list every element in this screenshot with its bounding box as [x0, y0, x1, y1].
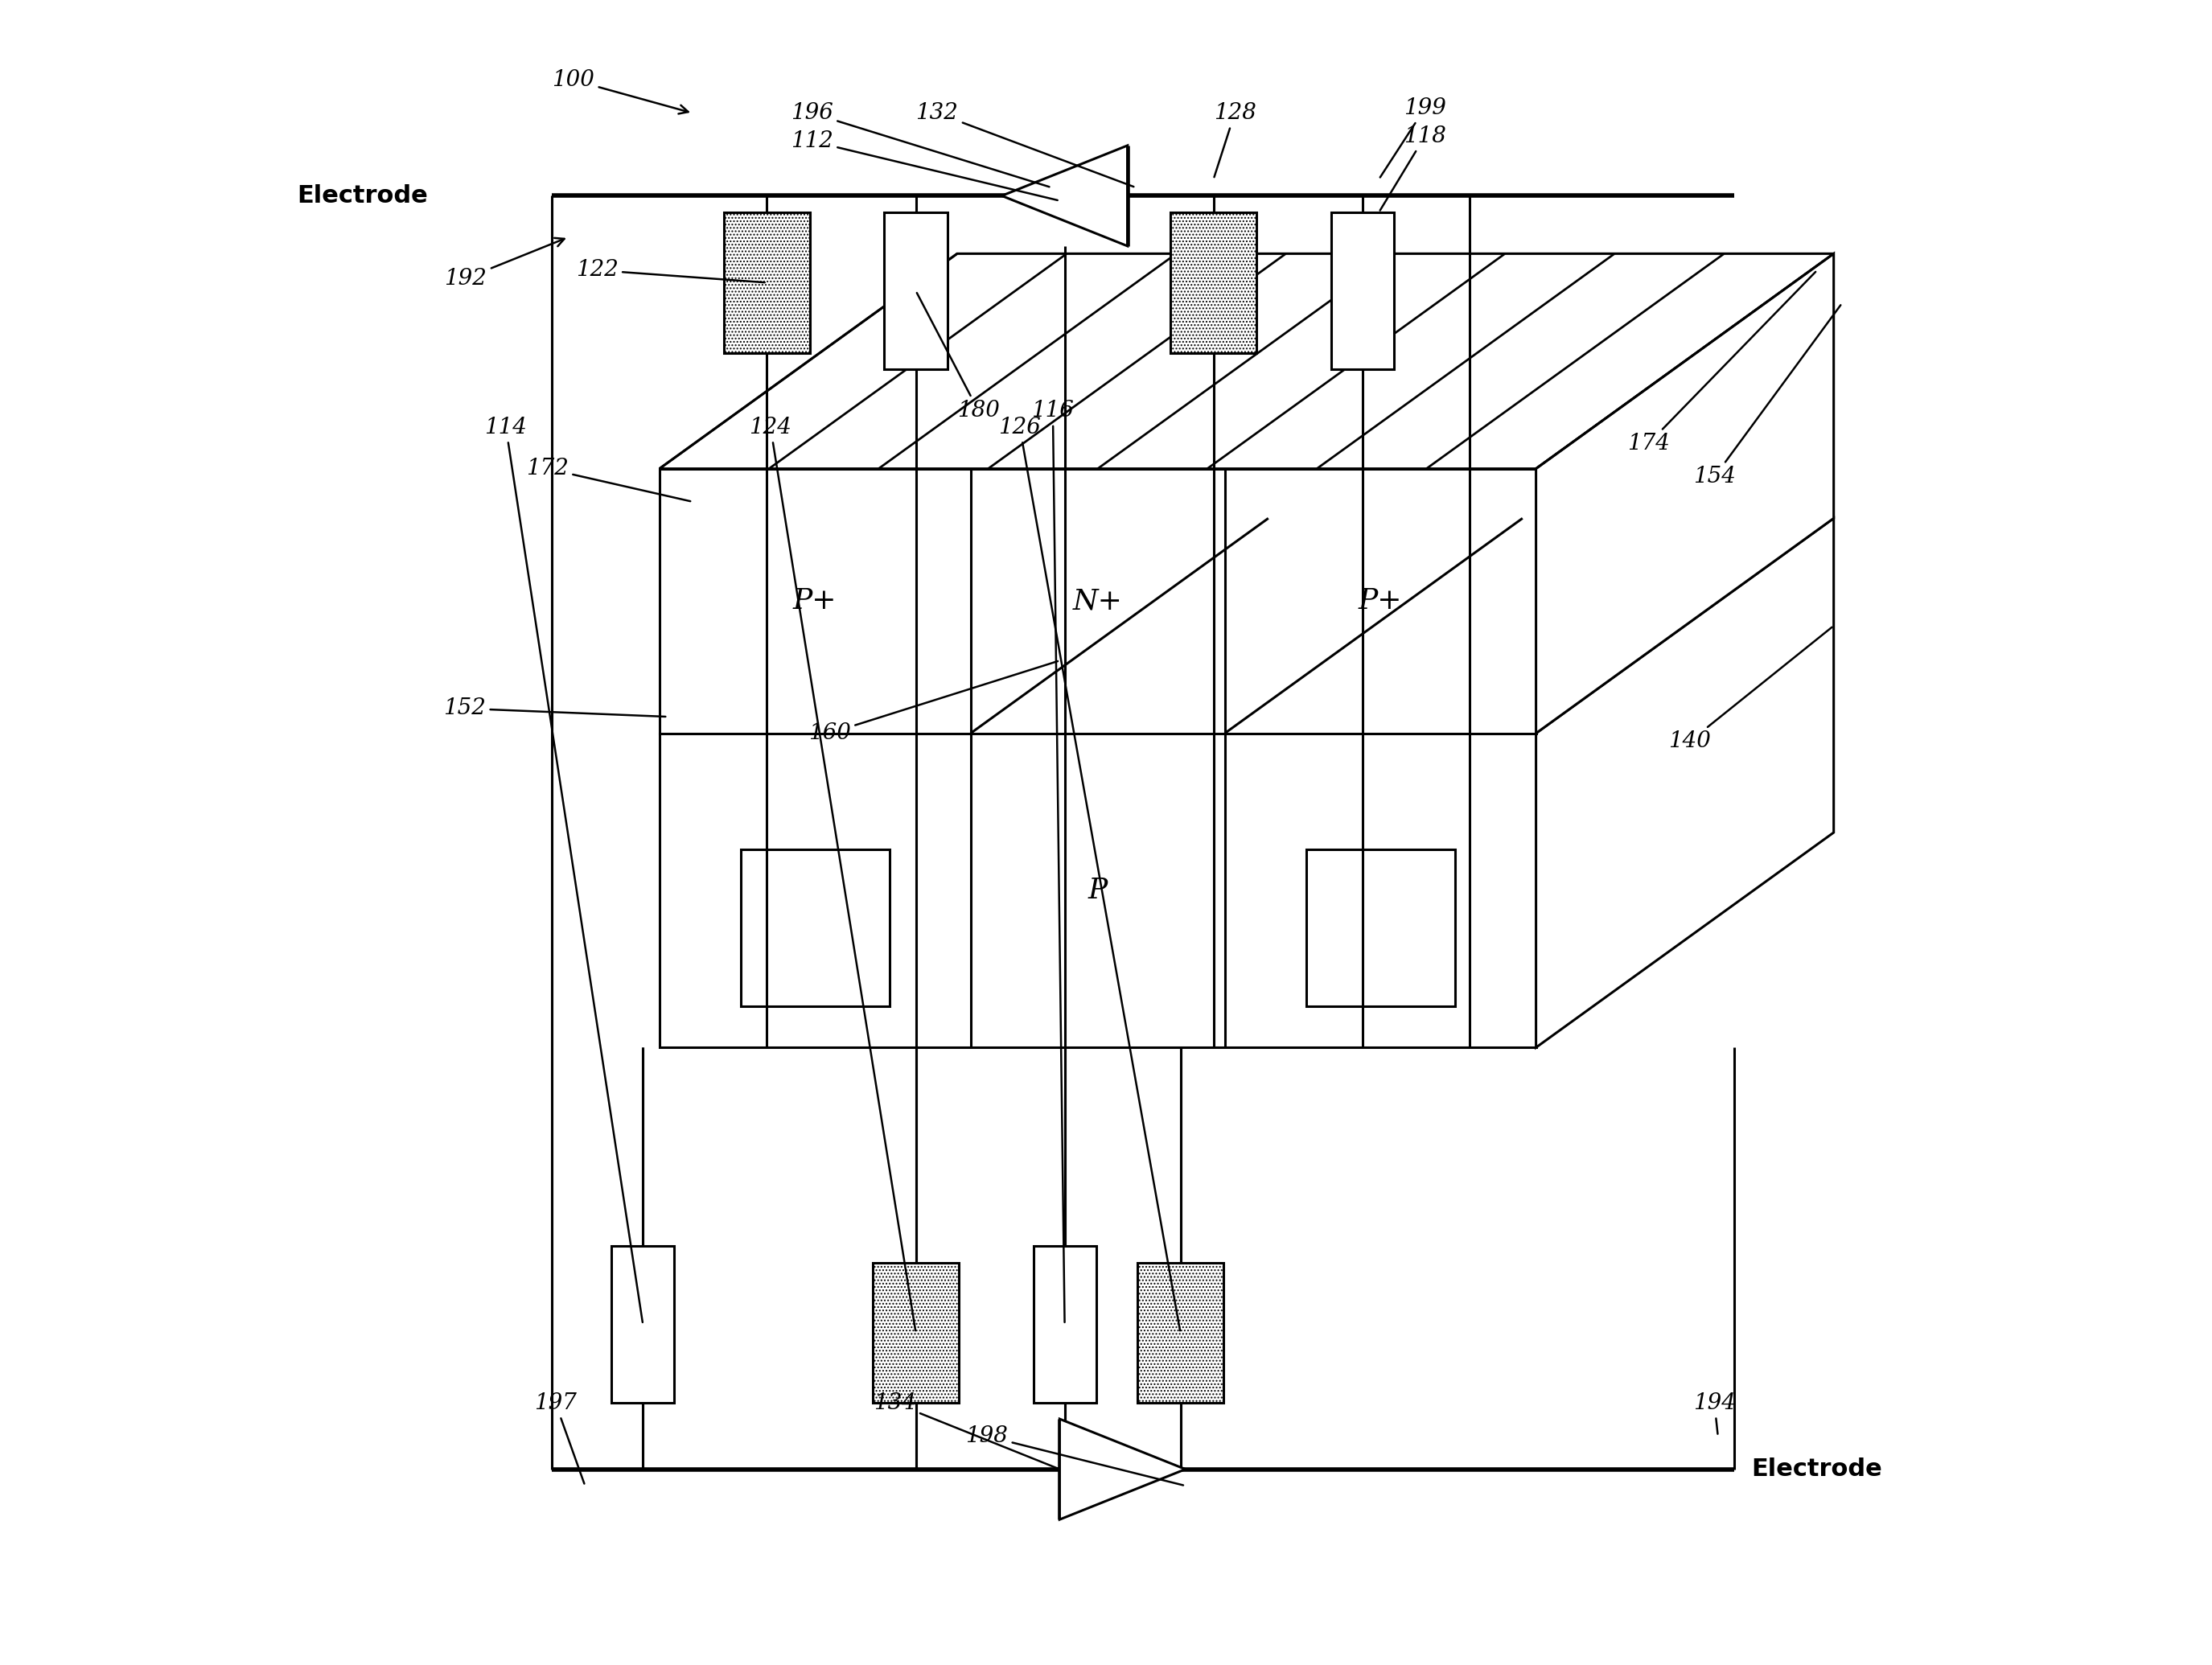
Text: 134: 134: [874, 1392, 1057, 1469]
Text: 152: 152: [442, 698, 666, 719]
Text: Electrode: Electrode: [296, 185, 427, 208]
Polygon shape: [741, 849, 889, 1006]
Bar: [1170, 213, 1256, 353]
Text: Electrode: Electrode: [1752, 1457, 1882, 1480]
Bar: [1033, 1245, 1097, 1404]
Polygon shape: [1535, 518, 1834, 1047]
Text: 112: 112: [790, 130, 1057, 200]
Text: 160: 160: [807, 661, 1057, 744]
Text: 172: 172: [526, 458, 690, 501]
Polygon shape: [659, 253, 1834, 468]
Text: 116: 116: [1031, 400, 1075, 1322]
Text: 198: 198: [964, 1425, 1183, 1485]
Text: 199: 199: [1380, 97, 1447, 178]
Text: 192: 192: [445, 238, 564, 290]
Text: 100: 100: [553, 70, 688, 113]
Text: 118: 118: [1380, 125, 1447, 210]
Text: 197: 197: [535, 1392, 584, 1484]
Bar: [874, 1262, 958, 1404]
Bar: [611, 1245, 675, 1404]
Bar: [885, 213, 947, 370]
Text: 196: 196: [790, 102, 1048, 186]
Text: 126: 126: [998, 416, 1179, 1330]
Text: N: N: [803, 877, 827, 904]
Text: P+: P+: [794, 588, 836, 614]
Polygon shape: [659, 733, 1535, 1047]
Text: 194: 194: [1692, 1392, 1736, 1434]
Polygon shape: [1305, 849, 1455, 1006]
Polygon shape: [659, 518, 1834, 733]
Text: 122: 122: [575, 260, 765, 283]
Text: 140: 140: [1668, 628, 1832, 753]
Text: 114: 114: [484, 416, 641, 1322]
Polygon shape: [1535, 253, 1834, 733]
Polygon shape: [1060, 1419, 1186, 1520]
Text: 154: 154: [1692, 305, 1840, 488]
Text: P+: P+: [1358, 588, 1402, 614]
Text: 132: 132: [916, 102, 1135, 186]
Text: 174: 174: [1628, 271, 1816, 455]
Polygon shape: [659, 468, 1535, 733]
Text: P: P: [1088, 877, 1108, 904]
Bar: [723, 213, 810, 353]
Text: N: N: [1367, 877, 1394, 904]
Bar: [1137, 1262, 1223, 1404]
Text: N+: N+: [1073, 588, 1124, 614]
Text: 128: 128: [1214, 102, 1256, 176]
Bar: [1332, 213, 1394, 370]
Text: 124: 124: [750, 416, 916, 1330]
Polygon shape: [1002, 145, 1128, 246]
Text: 180: 180: [916, 293, 1000, 421]
